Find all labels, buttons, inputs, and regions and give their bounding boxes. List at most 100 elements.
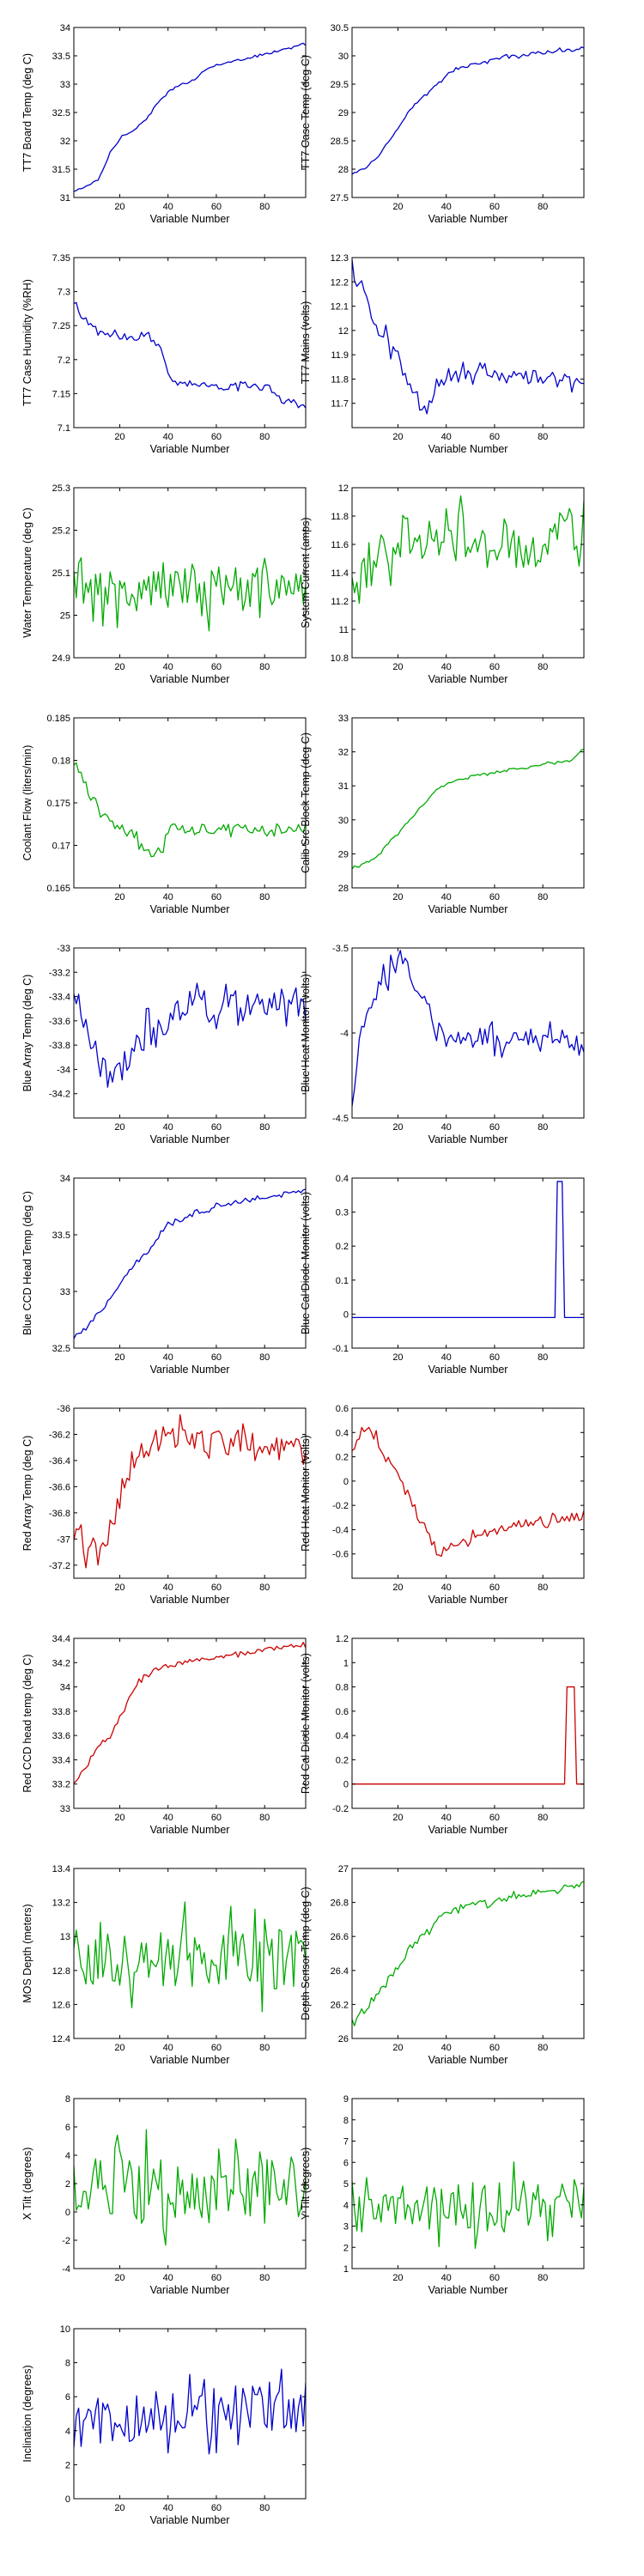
y-tick-label: 33.2: [52, 1780, 70, 1790]
y-tick-label: 12: [338, 326, 349, 337]
x-tick-label: 60: [211, 1352, 222, 1363]
chart-panel: -3.5 -4 -4.5 20 40 60 80 Variable Number Blue He…: [300, 944, 585, 1145]
x-axis-label: Variable Number: [150, 1133, 230, 1145]
plot-area: [352, 1638, 584, 1808]
y-tick-label: 0: [343, 1780, 349, 1790]
y-tick-label: 28: [338, 884, 349, 894]
plot-area: [352, 1868, 584, 2038]
x-tick-label: 20: [392, 202, 403, 212]
plot-area: [74, 948, 306, 1118]
series-line: [352, 495, 584, 605]
y-axis-label: Red Cal Diode Monitor (volts): [300, 1653, 312, 1794]
y-tick-label: 7: [343, 2137, 349, 2148]
chart-panel: 30.5 30 29.5 29 28.5 28 27.5 20 40 60 80 Variable N…: [300, 23, 585, 225]
y-tick-label: 0.2: [336, 1755, 349, 1765]
x-tick-label: 40: [163, 1352, 173, 1363]
y-tick-label: -33: [57, 944, 70, 954]
y-tick-label: -0.2: [332, 1804, 349, 1814]
y-tick-label: 0.6: [336, 1404, 349, 1414]
y-tick-label: 33: [60, 80, 70, 90]
y-tick-label: -36.4: [49, 1456, 70, 1467]
plot-area: [74, 1178, 306, 1348]
x-tick-label: 20: [392, 2273, 403, 2283]
y-tick-label: 7.3: [58, 288, 70, 298]
x-tick-label: 80: [259, 892, 270, 902]
plot-frame: [351, 257, 585, 428]
y-tick-label: -4.5: [332, 1114, 349, 1124]
chart-panel: 34.4 34.2 34 33.8 33.6 33.4 33.2 33 20 40 60 80 Vari…: [21, 1634, 307, 1836]
x-tick-label: 80: [259, 1813, 270, 1823]
x-tick-label: 60: [211, 2503, 222, 2513]
y-tick-label: -4: [340, 1029, 349, 1039]
x-tick-label: 40: [163, 662, 173, 672]
y-tick-label: 0: [65, 2208, 70, 2218]
x-tick-label: 20: [392, 1813, 403, 1823]
y-tick-label: 31: [338, 781, 349, 792]
y-tick-label: 12.2: [331, 277, 349, 288]
plot-area: [352, 718, 584, 888]
x-tick-label: 80: [259, 2273, 270, 2283]
x-tick-label: 80: [538, 1583, 548, 1593]
series-line: [74, 42, 306, 192]
chart-panel: 9 8 7 6 5 4 3 2 1 20 40 60 80 Variable Number Y Tilt (…: [300, 2094, 585, 2296]
plot-area: [74, 27, 306, 197]
series-line: [352, 1181, 584, 1319]
y-tick-label: 26.8: [331, 1899, 349, 1909]
x-tick-label: 20: [392, 892, 403, 902]
y-tick-label: -0.2: [332, 1501, 349, 1511]
x-tick-label: 40: [163, 892, 173, 902]
series-line: [74, 2129, 306, 2246]
x-tick-label: 40: [163, 2043, 173, 2053]
series-line: [74, 762, 306, 858]
x-tick-label: 40: [441, 2043, 452, 2053]
x-axis-label: Variable Number: [150, 443, 230, 455]
y-tick-label: -33.6: [49, 1017, 70, 1027]
y-axis-label: TT7 Board Temp (deg C): [21, 53, 33, 172]
x-tick-label: 20: [114, 662, 125, 672]
x-tick-label: 40: [441, 892, 452, 902]
y-tick-label: 30.5: [331, 23, 349, 33]
plot-area: [74, 2329, 306, 2499]
y-tick-label: 0.2: [336, 1242, 349, 1252]
x-tick-label: 60: [489, 202, 500, 212]
y-tick-label: 34: [60, 1683, 70, 1693]
y-axis-label: TT7 Case Temp (deg C): [300, 55, 312, 170]
y-axis-label: Blue Cal Diode Monitor (volts): [300, 1192, 312, 1334]
x-tick-label: 60: [489, 2273, 500, 2283]
y-tick-label: 25.3: [52, 483, 70, 494]
x-tick-label: 80: [538, 1813, 548, 1823]
y-tick-label: 10.8: [331, 653, 349, 664]
y-tick-label: 26.4: [331, 1966, 349, 1977]
y-axis-label: TT7 Case Humidity (%RH): [21, 279, 33, 406]
y-axis-label: Blue Heat Monitor (volts): [300, 974, 312, 1092]
y-tick-label: 28.5: [331, 137, 349, 147]
y-tick-label: 9: [343, 2094, 349, 2105]
y-tick-label: -4: [62, 2264, 70, 2275]
y-tick-label: 13.4: [52, 1864, 70, 1874]
y-tick-label: 13: [60, 1932, 70, 1942]
x-tick-label: 60: [211, 1583, 222, 1593]
y-tick-label: 26: [338, 2034, 349, 2044]
y-tick-label: 11.2: [331, 597, 349, 607]
y-tick-label: 26.2: [331, 2000, 349, 2010]
y-tick-label: 29: [338, 108, 349, 118]
x-tick-label: 80: [259, 432, 270, 442]
x-axis-label: Variable Number: [428, 1594, 508, 1606]
y-tick-label: 31.5: [52, 165, 70, 175]
y-tick-label: 0.175: [46, 799, 70, 809]
x-tick-label: 20: [114, 892, 125, 902]
x-tick-label: 80: [538, 432, 548, 442]
x-tick-label: 60: [211, 2273, 222, 2283]
y-tick-label: -0.6: [332, 1550, 349, 1560]
x-tick-label: 80: [259, 2503, 270, 2513]
y-tick-label: 2: [343, 2243, 349, 2253]
y-axis-label: Coolant Flow (liters/min): [21, 745, 33, 861]
x-tick-label: 40: [163, 1813, 173, 1823]
x-tick-label: 20: [114, 1583, 125, 1593]
y-tick-label: 1.2: [336, 1634, 349, 1644]
y-tick-label: -36: [57, 1404, 70, 1414]
y-tick-label: 2: [65, 2460, 70, 2470]
y-tick-label: 7.15: [52, 389, 70, 399]
x-tick-label: 40: [163, 2503, 173, 2513]
y-tick-label: -33.4: [49, 993, 70, 1003]
